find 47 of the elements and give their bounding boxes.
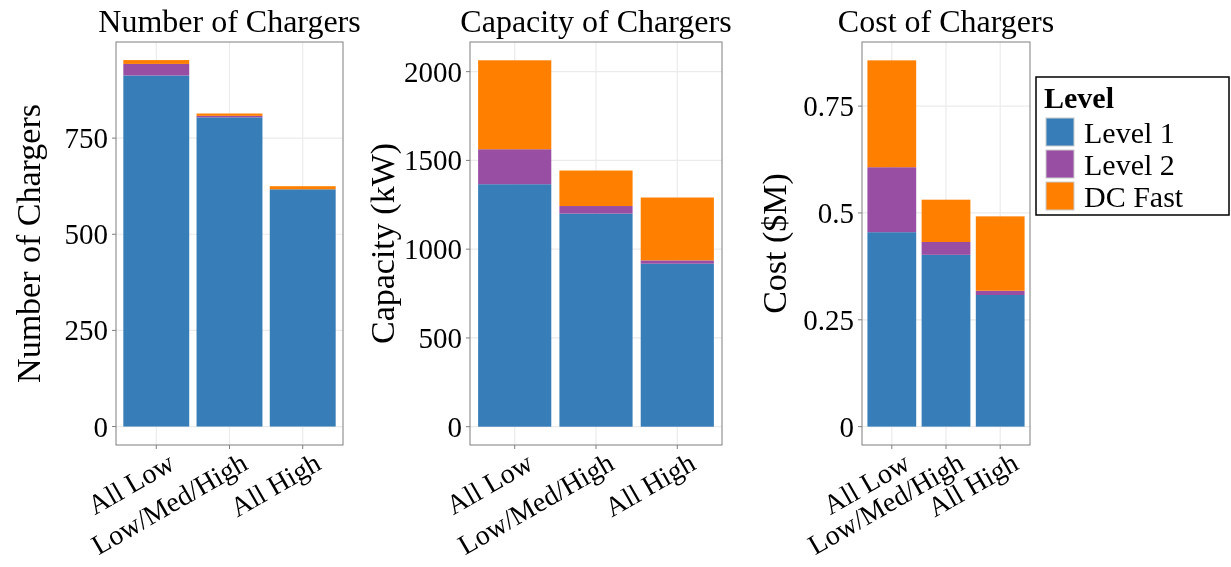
legend-title: Level bbox=[1044, 81, 1114, 114]
bar bbox=[975, 216, 1025, 291]
bar bbox=[975, 290, 1025, 295]
bar bbox=[867, 232, 917, 427]
chart-title: Number of Chargers bbox=[98, 3, 361, 39]
bar bbox=[123, 75, 190, 427]
bar bbox=[559, 206, 633, 214]
y-tick-label: 500 bbox=[64, 218, 108, 251]
y-tick-label: 0 bbox=[93, 410, 108, 443]
legend-label: Level 2 bbox=[1084, 147, 1175, 181]
chart-title: Cost of Chargers bbox=[837, 3, 1055, 39]
bar bbox=[559, 170, 633, 207]
bar bbox=[867, 167, 917, 233]
bar bbox=[196, 117, 263, 427]
bar bbox=[921, 199, 971, 242]
bar bbox=[123, 60, 190, 64]
y-tick-label: 250 bbox=[64, 314, 108, 347]
bar bbox=[123, 63, 190, 76]
y-tick-label: 0.75 bbox=[803, 90, 854, 123]
bar bbox=[640, 260, 714, 264]
bar bbox=[921, 242, 971, 255]
y-axis-title: Number of Chargers bbox=[10, 104, 47, 383]
y-axis-title: Cost ($M) bbox=[756, 173, 794, 314]
bar bbox=[640, 263, 714, 427]
bar bbox=[269, 189, 336, 427]
y-tick-label: 0 bbox=[839, 410, 854, 443]
y-tick-label: 750 bbox=[64, 122, 108, 155]
y-tick-label: 0.25 bbox=[803, 303, 854, 336]
bar bbox=[640, 197, 714, 261]
bar bbox=[975, 295, 1025, 427]
chart-title: Capacity of Chargers bbox=[460, 3, 732, 39]
legend-label: Level 1 bbox=[1084, 115, 1175, 149]
legend-label: DC Fast bbox=[1084, 179, 1184, 213]
y-tick-label: 1000 bbox=[404, 233, 462, 266]
bar bbox=[478, 149, 552, 185]
y-tick-label: 0.5 bbox=[817, 196, 854, 229]
bar bbox=[559, 213, 633, 427]
bar bbox=[921, 254, 971, 427]
y-tick-label: 0 bbox=[447, 410, 462, 443]
bar bbox=[478, 60, 552, 150]
y-tick-label: 500 bbox=[418, 321, 462, 354]
y-tick-label: 2000 bbox=[404, 55, 462, 88]
bar bbox=[269, 186, 336, 190]
y-tick-label: 1500 bbox=[404, 144, 462, 177]
bar bbox=[478, 184, 552, 427]
bar bbox=[867, 60, 917, 168]
y-axis-title: Capacity (kW) bbox=[364, 142, 402, 345]
